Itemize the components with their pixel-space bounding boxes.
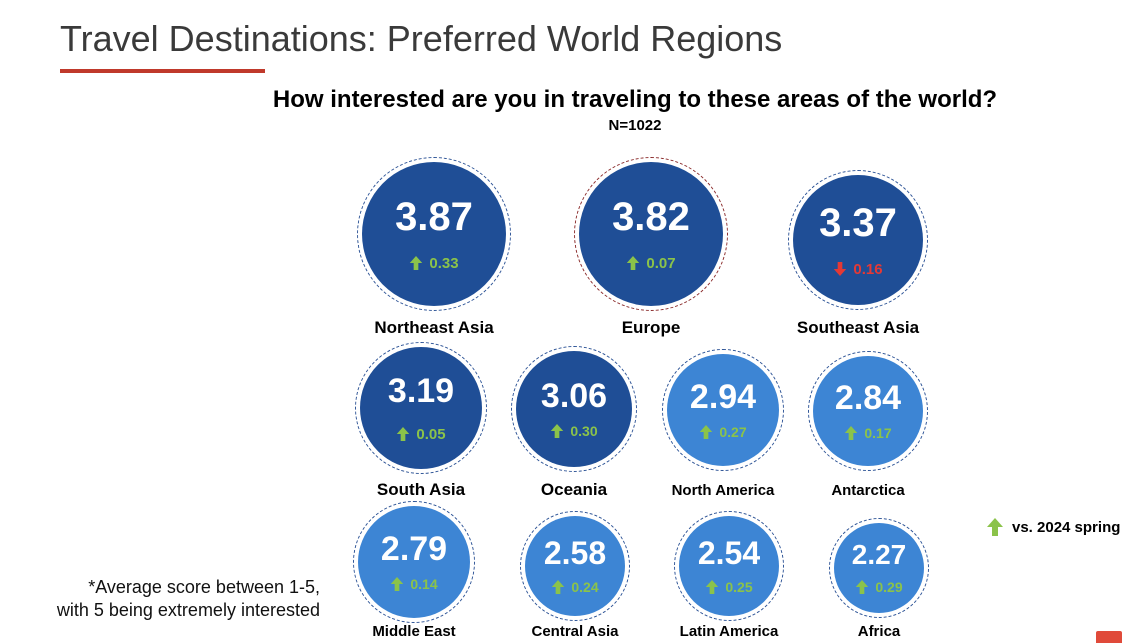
region-label-north-america: North America bbox=[671, 482, 775, 499]
change-value: 0.29 bbox=[855, 579, 903, 595]
region-label-southeast-asia: Southeast Asia bbox=[796, 318, 920, 337]
region-label-antarctica: Antarctica bbox=[831, 482, 905, 499]
region-label-northeast-asia: Northeast Asia bbox=[374, 318, 494, 337]
change-text: 0.05 bbox=[416, 425, 446, 443]
region-label-latin-america: Latin America bbox=[679, 623, 779, 640]
bubble-ring-latin-america bbox=[674, 511, 784, 621]
up-arrow-icon bbox=[627, 256, 640, 270]
bubble-south-asia: 3.19 0.05 bbox=[360, 347, 482, 469]
up-arrow-icon bbox=[551, 424, 564, 438]
region-label-south-asia: South Asia bbox=[376, 480, 466, 499]
bubble-north-america: 2.94 0.27 bbox=[667, 354, 779, 466]
legend-label: vs. 2024 spring bbox=[1012, 518, 1121, 536]
change-text: 0.14 bbox=[410, 576, 438, 592]
change-text: 0.27 bbox=[719, 424, 747, 440]
bubble-ring-middle-east bbox=[353, 501, 475, 623]
bubble-ring-north-america bbox=[662, 349, 784, 471]
region-label-europe: Europe bbox=[621, 318, 681, 337]
footnote-line-2: with 5 being extremely interested bbox=[56, 600, 320, 620]
up-arrow-icon bbox=[410, 256, 423, 270]
bubble-antarctica: 2.84 0.17 bbox=[813, 356, 923, 466]
up-arrow-icon bbox=[845, 426, 858, 440]
down-arrow-icon bbox=[834, 262, 847, 276]
bubble-ring-europe bbox=[574, 157, 728, 311]
change-text: 0.24 bbox=[571, 579, 599, 595]
score-value: 2.94 bbox=[689, 378, 757, 416]
change-value: 0.07 bbox=[626, 254, 676, 272]
bubble-middle-east: 2.79 0.14 bbox=[358, 506, 470, 618]
up-arrow-icon bbox=[552, 580, 565, 594]
bubble-northeast-asia: 3.87 0.33 bbox=[362, 162, 506, 306]
bubble-ring-oceania bbox=[511, 346, 637, 472]
score-value: 3.37 bbox=[819, 200, 897, 245]
score-value: 2.58 bbox=[543, 535, 607, 571]
footnote: *Average score between 1-5, with 5 being… bbox=[57, 576, 320, 622]
score-value: 3.82 bbox=[612, 194, 690, 239]
change-value: 0.30 bbox=[550, 423, 598, 439]
change-value: 0.33 bbox=[409, 254, 459, 272]
bubble-ring-central-asia bbox=[520, 511, 630, 621]
up-arrow-icon bbox=[700, 425, 713, 439]
change-value: 0.25 bbox=[705, 579, 753, 595]
bubble-ring-northeast-asia bbox=[357, 157, 511, 311]
bubble-europe: 3.82 0.07 bbox=[579, 162, 723, 306]
up-arrow-icon bbox=[706, 580, 719, 594]
brand-logo bbox=[1096, 631, 1122, 643]
score-value: 2.79 bbox=[380, 530, 448, 568]
legend: vs. 2024 spring bbox=[986, 517, 1120, 537]
bubble-latin-america: 2.54 0.25 bbox=[679, 516, 779, 616]
change-text: 0.29 bbox=[875, 579, 903, 595]
up-arrow-icon bbox=[391, 577, 404, 591]
green-up-arrow-icon bbox=[987, 518, 1003, 536]
change-text: 0.16 bbox=[853, 260, 883, 278]
bubble-ring-southeast-asia bbox=[788, 170, 928, 310]
region-label-africa: Africa bbox=[857, 623, 901, 640]
up-arrow-icon bbox=[397, 427, 410, 441]
score-value: 3.19 bbox=[387, 371, 455, 410]
survey-question: How interested are you in traveling to t… bbox=[272, 86, 998, 113]
change-text: 0.30 bbox=[570, 423, 598, 439]
region-label-oceania: Oceania bbox=[540, 480, 608, 499]
score-value: 2.84 bbox=[834, 379, 902, 417]
change-text: 0.17 bbox=[864, 425, 892, 441]
region-label-central-asia: Central Asia bbox=[531, 623, 619, 640]
bubble-ring-antarctica bbox=[808, 351, 928, 471]
change-value: 0.24 bbox=[551, 579, 599, 595]
change-text: 0.25 bbox=[725, 579, 753, 595]
change-value: 0.17 bbox=[844, 425, 892, 441]
change-text: 0.33 bbox=[429, 254, 459, 272]
change-value: 0.05 bbox=[396, 425, 446, 443]
change-value: 0.14 bbox=[390, 576, 438, 592]
title-underline bbox=[60, 69, 265, 73]
bubble-southeast-asia: 3.37 0.16 bbox=[793, 175, 923, 305]
bubble-central-asia: 2.58 0.24 bbox=[525, 516, 625, 616]
bubble-africa: 2.27 0.29 bbox=[834, 523, 924, 613]
page-title: Travel Destinations: Preferred World Reg… bbox=[60, 18, 783, 59]
up-arrow-icon bbox=[856, 580, 869, 594]
sample-size: N=1022 bbox=[608, 117, 662, 134]
score-value: 3.06 bbox=[540, 377, 608, 415]
score-value: 2.54 bbox=[697, 535, 761, 571]
footnote-line-1: *Average score between 1-5, bbox=[88, 577, 320, 597]
bubble-oceania: 3.06 0.30 bbox=[516, 351, 632, 467]
bubble-ring-south-asia bbox=[355, 342, 487, 474]
change-value: 0.27 bbox=[699, 424, 747, 440]
bubble-ring-africa bbox=[829, 518, 929, 618]
change-value: 0.16 bbox=[833, 260, 883, 278]
score-value: 3.87 bbox=[395, 194, 473, 239]
score-value: 2.27 bbox=[851, 539, 907, 570]
change-text: 0.07 bbox=[646, 254, 676, 272]
region-label-middle-east: Middle East bbox=[372, 623, 456, 640]
